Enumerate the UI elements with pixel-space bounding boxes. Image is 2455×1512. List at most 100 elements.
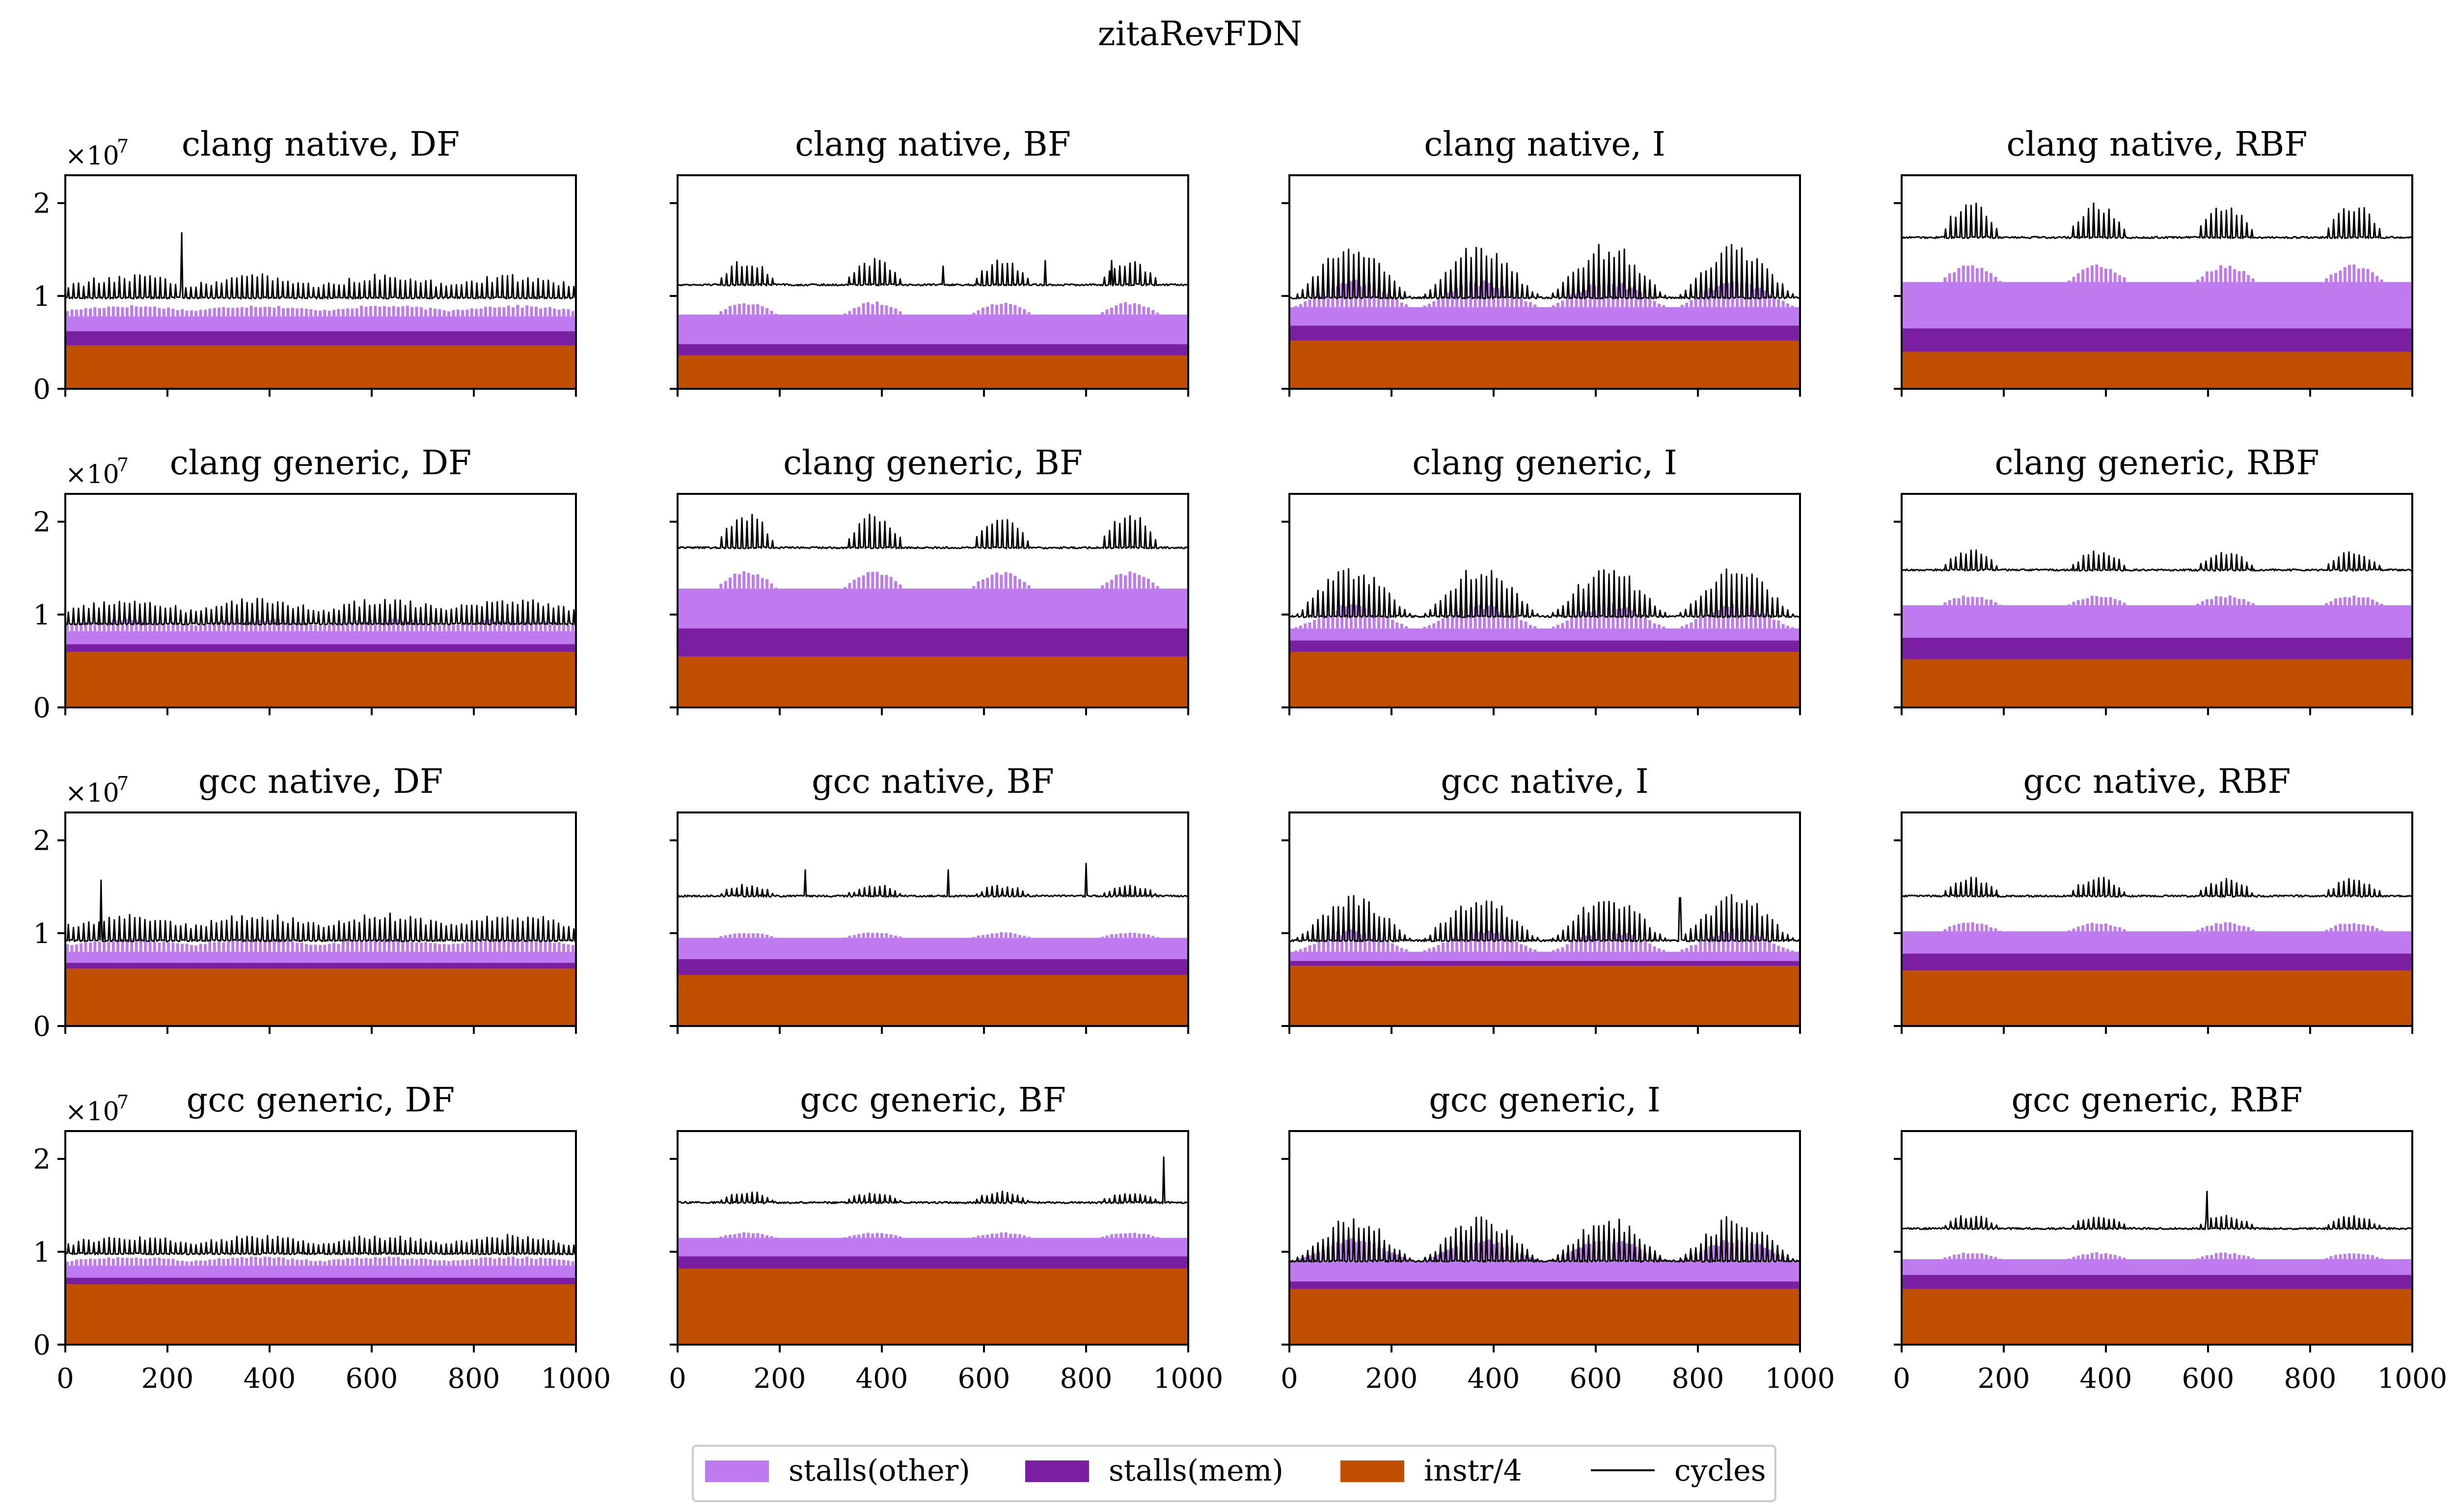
- legend-frame: [692, 1445, 1776, 1502]
- panel-title: clang native, BF: [795, 125, 1071, 164]
- x-tick-label: 200: [1365, 1363, 1418, 1395]
- axes-frame: [1901, 493, 2413, 708]
- axes-frame: [677, 493, 1189, 708]
- y-tick-label: 1: [33, 281, 51, 313]
- x-tick-label: 600: [1570, 1363, 1622, 1395]
- x-tick-label: 800: [2284, 1363, 2337, 1395]
- stalls-other-spikes: [719, 1232, 1159, 1238]
- instr-area: [65, 968, 576, 1026]
- cycles-line: [64, 879, 576, 943]
- legend-swatch-instr: [1340, 1460, 1404, 1482]
- x-tick-label: 1000: [2377, 1363, 2448, 1395]
- y-tick-label: 2: [33, 825, 51, 857]
- x-tick-label: 200: [754, 1363, 806, 1395]
- panel: gcc native, I: [1282, 762, 1801, 1034]
- figure-title: zitaRevFDN: [1098, 15, 1303, 54]
- x-tick-label: 400: [856, 1363, 908, 1395]
- panel-title: gcc native, DF: [198, 762, 443, 801]
- panel-title: clang generic, RBF: [1994, 444, 2319, 483]
- y-scale-label: ×10: [65, 141, 119, 171]
- panel: gcc generic, BF 0 200 400 600 800 1000: [669, 1081, 1223, 1395]
- panel: gcc native, DF 0 1 2 ×107: [33, 762, 577, 1043]
- x-tick-label: 0: [669, 1363, 686, 1395]
- cycles-line: [1288, 243, 1800, 299]
- instr-area: [1902, 659, 2412, 707]
- axes-frame: [1288, 174, 1801, 390]
- y-tick-label: 2: [33, 507, 51, 539]
- panel-title: gcc generic, I: [1429, 1081, 1661, 1120]
- y-tick-label: 2: [33, 188, 51, 220]
- panel: clang generic, DF 0 1 2 ×107: [33, 444, 577, 724]
- stalls-other-spikes: [66, 938, 574, 952]
- cycles-line: [1288, 1216, 1800, 1263]
- x-tick-label: 600: [2182, 1363, 2235, 1395]
- cycles-line: [1288, 568, 1800, 618]
- y-scale-exponent: 7: [117, 1091, 129, 1113]
- x-tick-label: 800: [1060, 1363, 1113, 1395]
- y-tick-label: 1: [33, 1237, 51, 1269]
- cycles-line: [1901, 202, 2413, 240]
- x-tick-label: 0: [1281, 1363, 1298, 1395]
- y-tick-label: 2: [33, 1144, 51, 1176]
- axes-frame: [1288, 811, 1801, 1027]
- stalls-other-spikes: [66, 619, 574, 631]
- panel: clang native, RBF: [1894, 125, 2413, 397]
- panel-title: gcc generic, BF: [800, 1081, 1066, 1120]
- instr-area: [1289, 966, 1800, 1026]
- x-tick-label: 0: [1893, 1363, 1910, 1395]
- legend-label-stalls_mem: stalls(mem): [1109, 1454, 1283, 1488]
- cycles-line: [64, 1234, 576, 1255]
- y-tick-label: 1: [33, 918, 51, 950]
- cycles-line: [64, 232, 577, 299]
- panel-title: gcc generic, RBF: [2011, 1081, 2302, 1120]
- instr-area: [1289, 340, 1800, 389]
- y-scale-exponent: 7: [117, 454, 129, 476]
- y-scale-label: ×10: [65, 779, 119, 808]
- y-scale-label: ×10: [65, 1097, 119, 1127]
- stalls-other-spikes: [1943, 1252, 2383, 1259]
- x-tick-label: 200: [141, 1363, 194, 1395]
- stalls-other-spikes: [719, 932, 1159, 938]
- cycles-line: [677, 258, 1189, 287]
- cycles-line: [677, 863, 1189, 898]
- panel: gcc generic, DF 0 1 2 ×107 0 200 400 600 800 1000: [33, 1081, 611, 1395]
- panel: gcc generic, RBF 0 200 400 600 800 1000: [1893, 1081, 2447, 1395]
- instr-area: [65, 651, 576, 707]
- instr-area: [1289, 651, 1800, 707]
- y-scale-label: ×10: [65, 460, 119, 489]
- y-tick-label: 1: [33, 599, 51, 631]
- instr-area: [678, 1268, 1188, 1345]
- y-scale-exponent: 7: [117, 135, 129, 157]
- legend-swatch-stalls_other: [705, 1460, 769, 1482]
- instr-area: [1902, 970, 2412, 1026]
- y-tick-label: 0: [33, 692, 51, 724]
- panel-title: gcc native, BF: [812, 762, 1054, 801]
- legend: stalls(other) stalls(mem) instr/4 cycles: [692, 1445, 1776, 1502]
- axes-frame: [1288, 1130, 1801, 1346]
- axes-frame: [64, 1130, 577, 1346]
- cycles-line: [677, 1156, 1189, 1204]
- x-tick-label: 0: [56, 1363, 74, 1395]
- x-tick-label: 1000: [541, 1363, 611, 1395]
- cycles-line: [1901, 876, 2413, 898]
- legend-label-stalls_other: stalls(other): [789, 1454, 970, 1488]
- stalls-other-spikes: [1943, 595, 2383, 605]
- y-scale-exponent: 7: [117, 773, 129, 794]
- panel-title: clang native, DF: [182, 125, 460, 164]
- axes-frame: [677, 811, 1189, 1027]
- panel: gcc generic, I 0 200 400 600 800 1000: [1281, 1081, 1835, 1395]
- axes-frame: [677, 174, 1189, 390]
- cycles-line: [64, 597, 576, 626]
- x-tick-label: 800: [1672, 1363, 1724, 1395]
- panel-title: clang native, I: [1424, 125, 1665, 164]
- x-tick-label: 800: [448, 1363, 500, 1395]
- y-tick-label: 0: [33, 1329, 51, 1361]
- legend-label-cycles: cycles: [1674, 1454, 1766, 1488]
- axes-frame: [1901, 1130, 2413, 1346]
- instr-area: [678, 355, 1188, 389]
- panel: clang native, I: [1282, 125, 1801, 397]
- stalls-other-spikes: [66, 1256, 574, 1266]
- axes-frame: [1901, 811, 2413, 1027]
- axes-frame: [64, 811, 577, 1027]
- axes-frame: [1288, 493, 1801, 708]
